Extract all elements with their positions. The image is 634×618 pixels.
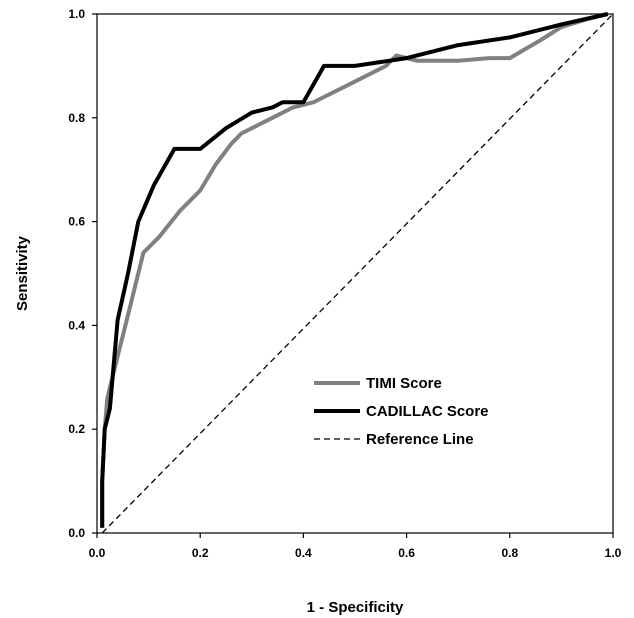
- series-line-cadillac-score: [100, 12, 609, 528]
- x-tick-label: 0.8: [501, 546, 518, 560]
- legend-label: TIMI Score: [366, 375, 442, 392]
- y-tick-label: 1.0: [68, 7, 85, 21]
- y-tick-label: 0.6: [68, 215, 85, 229]
- axis-ticks: 0.0 0.2 0.4 0.6 0.8 1.0 0.0 0.2 0.4 0.6 0.8 1.0: [68, 7, 621, 560]
- x-tick-label: 0.0: [89, 546, 106, 560]
- series-line-reference-line: [101, 13, 614, 534]
- x-tick-label: 1.0: [605, 546, 622, 560]
- legend-label: CADILLAC Score: [366, 403, 489, 420]
- y-tick-label: 0.0: [68, 526, 85, 540]
- plot-frame: [96, 13, 614, 534]
- y-axis-title: Sensitivity: [14, 235, 31, 311]
- x-tick-label: 0.4: [295, 546, 312, 560]
- legend-label: Reference Line: [366, 431, 474, 448]
- series-line-timi-score: [100, 12, 609, 528]
- series-lines: [100, 12, 614, 534]
- x-axis-title: 1 - Specificity: [307, 599, 404, 616]
- y-tick-label: 0.2: [68, 422, 85, 436]
- y-tick-label: 0.8: [68, 111, 85, 125]
- x-tick-label: 0.6: [398, 546, 415, 560]
- legend: TIMI Score CADILLAC Score Reference Line: [314, 375, 489, 448]
- x-tick-label: 0.2: [192, 546, 209, 560]
- y-tick-label: 0.4: [68, 318, 85, 332]
